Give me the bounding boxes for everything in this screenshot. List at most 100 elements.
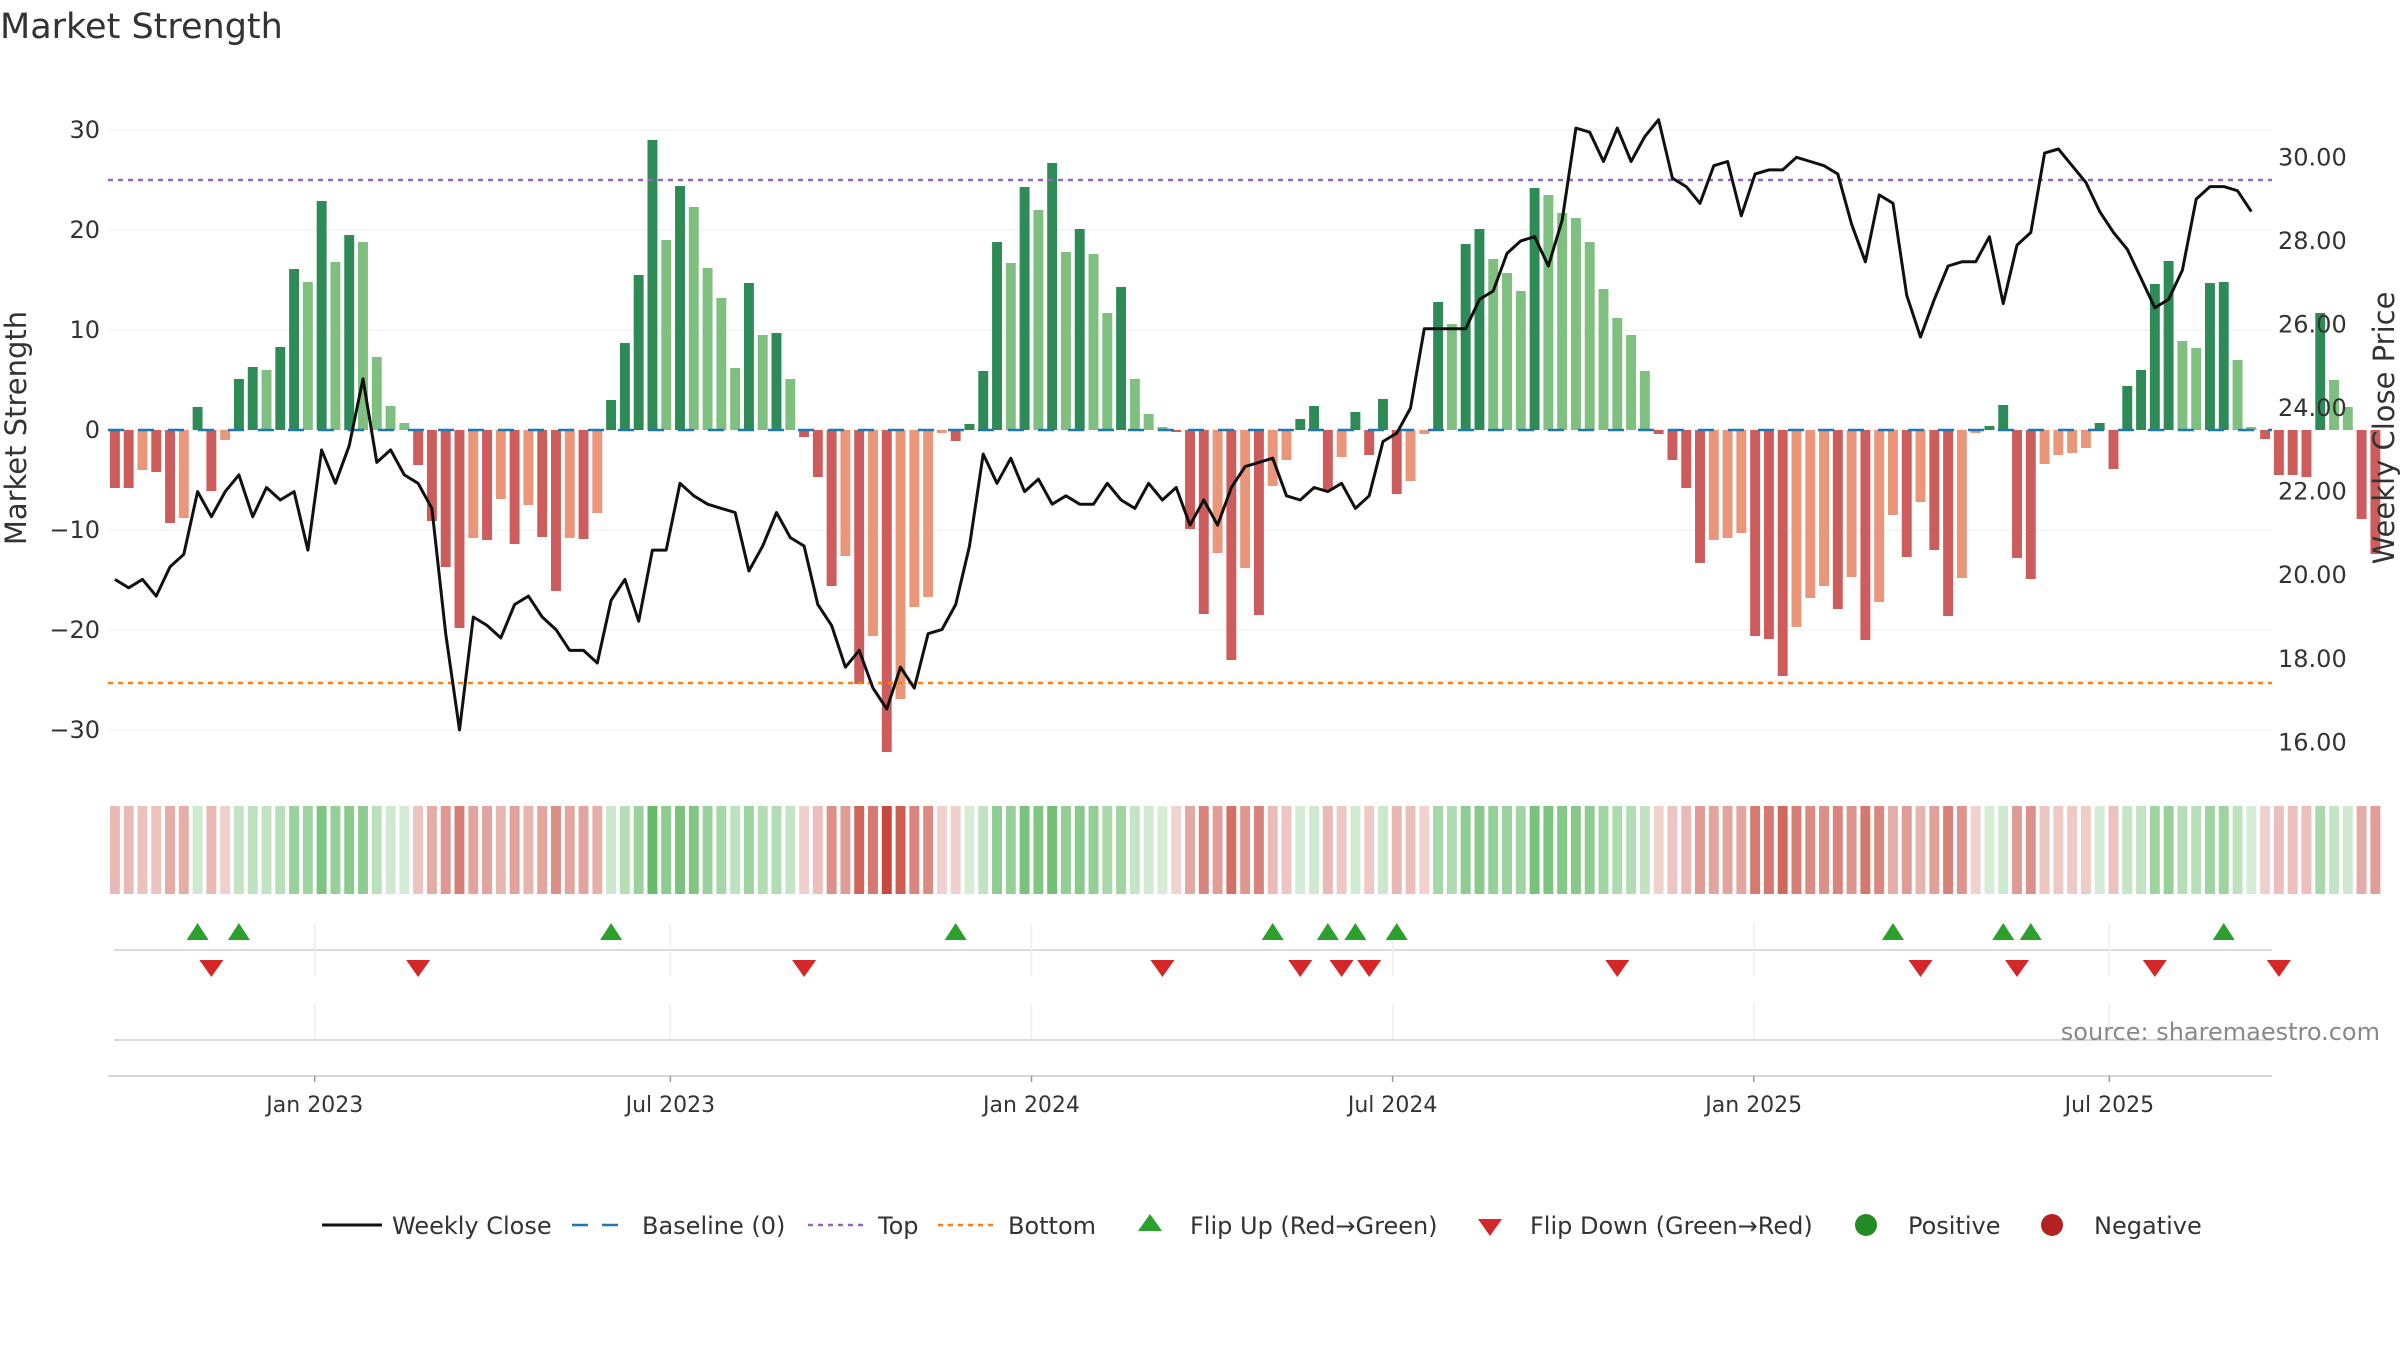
strength-bar [1185,430,1195,529]
heat-cell [426,806,437,894]
legend-swatch [1855,1214,1877,1236]
heat-cell [1612,806,1623,894]
heat-cell [2246,806,2257,894]
heat-cell [523,806,534,894]
strength-bar [950,430,961,441]
heat-cell [1212,806,1223,894]
heat-cell [1791,806,1802,894]
heat-cell [1998,806,2009,894]
strength-bar [840,430,851,556]
heat-cell [1805,806,1816,894]
heat-cell [2122,806,2133,894]
legend-label: Negative [2094,1212,2202,1240]
heat-cell [123,806,134,894]
strength-bar [2356,430,2367,519]
heat-cell [2370,806,2381,894]
strength-bar [1088,254,1099,430]
strength-bar [440,430,451,567]
heat-cell [1102,806,1113,894]
heat-cell [454,806,465,894]
strength-bar [1253,430,1264,615]
strength-bar [109,430,120,488]
strength-bar [2136,370,2147,430]
heat-cell [2342,806,2353,894]
heat-cell [2273,806,2284,894]
strength-bar [1240,430,1251,568]
strength-bar [1102,313,1113,430]
strength-bar [1612,318,1623,430]
strength-bar [895,430,906,699]
strength-bar [1336,430,1347,457]
heat-cell [275,806,286,894]
y-tick-label-right: 22.00 [2278,478,2347,506]
heat-cell [2260,806,2271,894]
heat-cell [1198,806,1209,894]
strength-bar [1956,430,1967,578]
strength-bar [1322,430,1333,490]
strength-bar [1901,430,1912,557]
strength-bar [2053,430,2064,455]
strength-bar [261,370,272,430]
y-tick-label-left: 30 [69,116,100,144]
heat-cell [826,806,837,894]
strength-bar [1695,430,1705,563]
heat-cell [1667,806,1678,894]
strength-bar [2012,430,2022,558]
heat-cell [1695,806,1705,894]
heat-cell [1543,806,1554,894]
strength-bar [385,406,396,430]
strength-bar [1433,302,1444,430]
strength-bar [1515,291,1526,430]
heat-cell [633,806,644,894]
heat-cell [1047,806,1058,894]
y-tick-label-left: −30 [49,716,100,744]
strength-bar [316,201,327,430]
heat-cell [1350,806,1361,894]
y-tick-label-left: 10 [69,316,100,344]
strength-bar [1019,187,1030,430]
strength-bar [1846,430,1857,577]
heat-cell [1240,806,1251,894]
heat-cell [482,806,493,894]
heat-cell [2329,806,2339,894]
strength-bar [1309,406,1320,430]
heat-cell [702,806,713,894]
heat-cell [1874,806,1885,894]
flip-down-marker [1605,960,1630,977]
heat-cell [413,806,424,894]
heat-cell [950,806,961,894]
flip-down-marker [1329,960,1354,977]
strength-bar [1405,430,1416,481]
strength-bar [1722,430,1733,538]
heat-cell [2191,806,2202,894]
heat-cell [2108,806,2119,894]
heat-cell [2287,806,2298,894]
heat-cell [730,806,741,894]
heat-cell [2053,806,2064,894]
strength-bar [1129,379,1140,430]
strength-bar [2232,360,2243,430]
heat-cell [1515,806,1526,894]
strength-bar [1915,430,1926,502]
heat-cell [2205,806,2215,894]
heat-cell [495,806,506,894]
heat-cell [1736,806,1747,894]
heat-cell [1488,806,1499,894]
strength-bar [537,430,548,537]
x-tick-label: Jan 2025 [1703,1093,1802,1118]
strength-bar [1791,430,1802,627]
flip-down-marker [406,960,431,977]
strength-bar [1667,430,1678,460]
strength-bar [2025,430,2036,579]
heat-cell [2218,806,2229,894]
legend-swatch [1478,1219,1502,1236]
strength-bar [220,430,231,440]
heat-cell [1033,806,1044,894]
heat-cell [909,806,920,894]
flip-up-marker [1385,923,1408,940]
heat-cell [1364,806,1375,894]
strength-bar [247,367,258,430]
heat-cell [468,806,479,894]
heat-cell [440,806,451,894]
